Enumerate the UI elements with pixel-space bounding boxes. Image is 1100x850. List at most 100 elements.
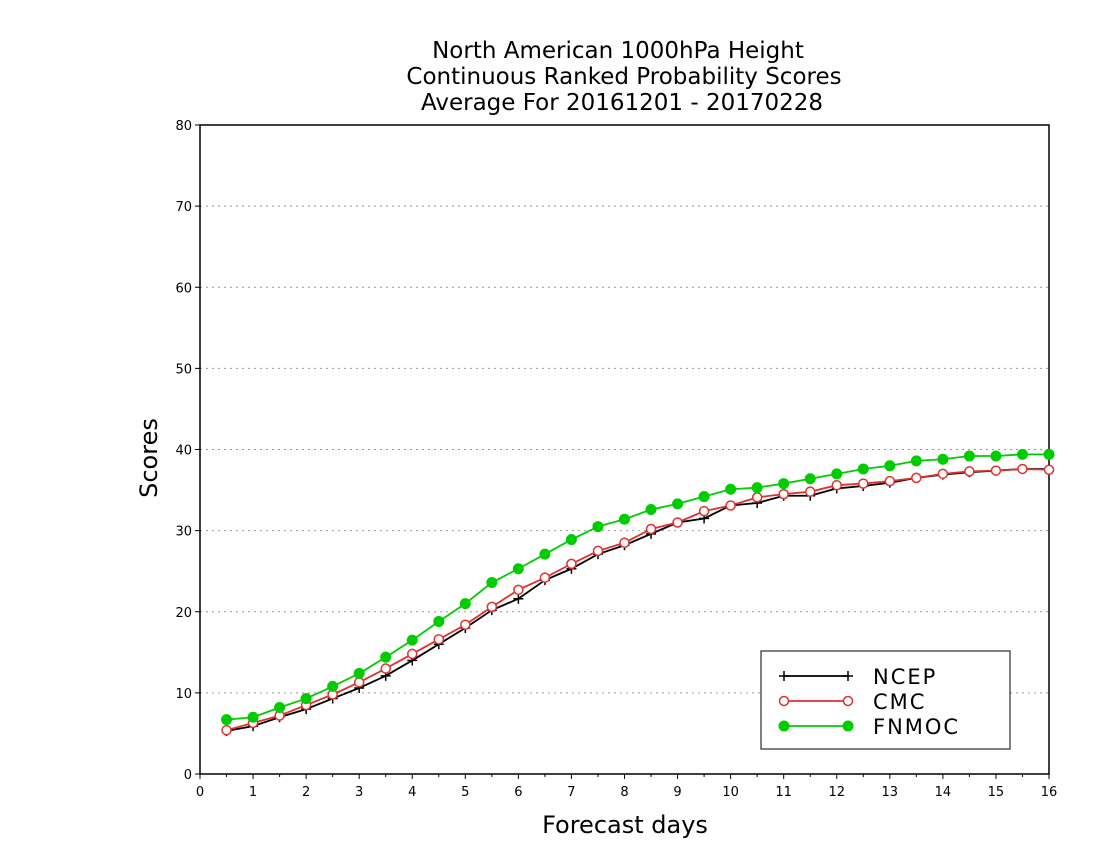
- data-point-fnmoc: [221, 714, 233, 726]
- data-point-cmc: [1043, 464, 1055, 476]
- y-tick-label: 10: [175, 687, 192, 702]
- y-tick-label: 20: [175, 606, 192, 621]
- legend-box: [760, 650, 1011, 750]
- y-tick-label: 0: [184, 768, 192, 783]
- x-tick-label: 2: [302, 785, 310, 800]
- x-tick-label: 11: [775, 785, 792, 800]
- data-point-cmc: [539, 572, 551, 583]
- y-axis-label: Scores: [135, 418, 163, 498]
- y-tick-label: 40: [175, 444, 192, 459]
- data-point-fnmoc: [672, 498, 684, 510]
- data-point-cmc: [964, 466, 975, 477]
- data-point-fnmoc: [433, 615, 445, 627]
- data-point-fnmoc: [406, 634, 418, 646]
- data-point-fnmoc: [910, 455, 922, 467]
- x-tick-label: 15: [988, 785, 1005, 800]
- x-axis-label: Forecast days: [542, 811, 708, 839]
- data-point-fnmoc: [619, 513, 630, 525]
- legend-marker-fnmoc: [842, 720, 854, 732]
- data-point-fnmoc: [804, 473, 816, 485]
- data-point-cmc: [380, 663, 391, 674]
- chart-title-line-3: Average For 20161201 - 20170228: [421, 90, 823, 116]
- data-point-fnmoc: [831, 468, 843, 480]
- x-tick-label: 10: [722, 785, 739, 800]
- data-point-cmc: [221, 724, 232, 736]
- x-tick-label: 4: [408, 785, 416, 800]
- legend-entry-ncep: NCEP: [779, 665, 937, 689]
- x-tick-label: 1: [249, 785, 257, 800]
- data-point-fnmoc: [884, 460, 896, 472]
- data-point-cmc: [619, 537, 630, 549]
- data-point-cmc: [831, 479, 842, 491]
- x-tick-label: 7: [567, 785, 575, 800]
- x-tick-label: 9: [673, 785, 681, 800]
- legend-label-fnmoc: FNMOC: [873, 715, 960, 739]
- x-tick-label: 16: [1041, 785, 1058, 800]
- data-point-fnmoc: [857, 463, 869, 475]
- data-point-fnmoc: [778, 478, 790, 490]
- legend-label-cmc: CMC: [873, 690, 926, 714]
- legend-marker-ncep: [779, 671, 789, 681]
- series-fnmoc: [221, 448, 1055, 726]
- legend-marker-cmc: [778, 695, 790, 707]
- data-point-cmc: [566, 558, 577, 570]
- legend-marker-cmc: [842, 695, 854, 707]
- x-tick-label: 0: [196, 785, 204, 800]
- x-tick-label: 5: [461, 785, 469, 800]
- data-point-fnmoc: [247, 711, 259, 723]
- data-point-cmc: [937, 468, 949, 480]
- data-point-cmc: [884, 475, 896, 487]
- data-point-fnmoc: [1043, 448, 1055, 460]
- data-point-cmc: [407, 648, 418, 660]
- data-point-fnmoc: [1016, 448, 1028, 460]
- chart-title-line-2: Continuous Ranked Probability Scores: [406, 64, 841, 90]
- data-point-fnmoc: [512, 563, 524, 575]
- data-point-fnmoc: [937, 453, 949, 465]
- data-point-cmc: [645, 523, 657, 535]
- data-series: [221, 448, 1055, 737]
- gridlines: [200, 205, 1049, 694]
- data-point-fnmoc: [592, 521, 604, 533]
- data-point-fnmoc: [300, 693, 312, 705]
- data-point-cmc: [698, 505, 710, 517]
- data-point-fnmoc: [459, 598, 471, 610]
- y-tick-label: 80: [175, 119, 192, 134]
- x-tick-label: 6: [514, 785, 522, 800]
- data-point-fnmoc: [645, 504, 657, 516]
- data-point-cmc: [592, 545, 604, 557]
- data-point-fnmoc: [274, 701, 286, 713]
- data-point-cmc: [858, 478, 869, 489]
- y-tick-label: 30: [175, 525, 192, 540]
- data-point-cmc: [672, 517, 683, 528]
- data-point-fnmoc: [380, 651, 392, 663]
- legend-label-ncep: NCEP: [873, 665, 937, 689]
- x-tick-label: 12: [828, 785, 845, 800]
- data-point-cmc: [990, 465, 1002, 476]
- data-point-ncep: [513, 593, 524, 604]
- y-tick-label: 50: [175, 362, 192, 377]
- data-point-fnmoc: [486, 577, 498, 589]
- data-point-fnmoc: [327, 680, 339, 692]
- x-tick-label: 14: [935, 785, 952, 800]
- data-point-cmc: [513, 584, 524, 596]
- y-tick-label: 70: [175, 200, 192, 215]
- data-point-cmc: [433, 634, 445, 645]
- legend-entry-cmc: CMC: [778, 690, 926, 714]
- data-point-cmc: [1017, 463, 1028, 475]
- data-point-cmc: [751, 492, 763, 503]
- data-point-fnmoc: [353, 667, 365, 679]
- x-tick-label: 3: [355, 785, 363, 800]
- data-point-cmc: [911, 472, 922, 484]
- data-point-cmc: [353, 677, 365, 688]
- data-point-fnmoc: [725, 483, 737, 495]
- data-point-cmc: [486, 601, 498, 613]
- data-point-fnmoc: [963, 450, 975, 462]
- data-point-cmc: [804, 486, 816, 497]
- chart-title-line-1: North American 1000hPa Height: [432, 38, 804, 64]
- data-point-fnmoc: [698, 491, 710, 503]
- legend-entry-fnmoc: FNMOC: [778, 715, 960, 739]
- x-tick-label: 13: [882, 785, 899, 800]
